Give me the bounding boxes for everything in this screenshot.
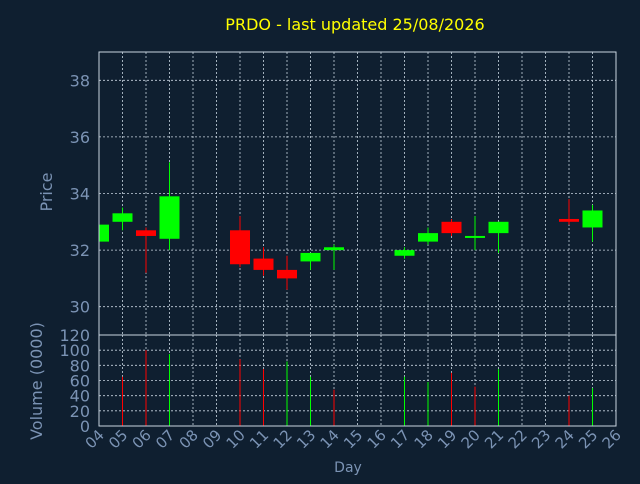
price-y-tick-label: 32 bbox=[70, 241, 90, 260]
x-axis-label: Day bbox=[334, 460, 362, 476]
candle-body bbox=[136, 230, 156, 236]
candle-body bbox=[582, 210, 603, 228]
price-y-tick-label: 38 bbox=[70, 71, 90, 90]
candle-body bbox=[112, 213, 133, 222]
x-ticks: 0405060708091011121314151617181920212223… bbox=[82, 426, 625, 452]
candle-body bbox=[159, 196, 180, 239]
volume-y-tick-label: 120 bbox=[59, 326, 90, 345]
volume-y-tick-label: 80 bbox=[70, 356, 90, 375]
volume-y-tick-label: 0 bbox=[80, 417, 90, 436]
chart-title: PRDO - last updated 25/08/2026 bbox=[225, 15, 484, 34]
volume-y-tick-label: 60 bbox=[70, 372, 90, 391]
price-y-tick-label: 34 bbox=[70, 185, 90, 204]
candle-body bbox=[465, 235, 485, 238]
volume-axis-label: Volume (0000) bbox=[27, 322, 46, 440]
price-y-ticks: 30 32 34 36 38 bbox=[70, 71, 90, 316]
candle-body bbox=[559, 218, 579, 222]
volume-y-tick-label: 100 bbox=[59, 341, 90, 360]
candle-body bbox=[418, 233, 438, 242]
price-y-tick-label: 30 bbox=[70, 298, 90, 317]
candlestick-series bbox=[98, 162, 603, 290]
candle-body bbox=[253, 258, 274, 270]
candle-body bbox=[277, 269, 297, 279]
price-axis-label: Price bbox=[37, 172, 56, 211]
candle-body bbox=[99, 224, 109, 242]
candle-body bbox=[488, 221, 509, 234]
volume-y-tick-label: 20 bbox=[70, 402, 90, 421]
candle-body bbox=[300, 252, 321, 262]
candle-body bbox=[324, 247, 344, 251]
candle-body bbox=[394, 250, 415, 256]
volume-y-tick-label: 40 bbox=[70, 387, 90, 406]
candle-body bbox=[230, 230, 250, 265]
price-y-tick-label: 36 bbox=[70, 128, 90, 147]
volume-panel-frame bbox=[98, 334, 617, 427]
candle-body bbox=[441, 221, 462, 234]
